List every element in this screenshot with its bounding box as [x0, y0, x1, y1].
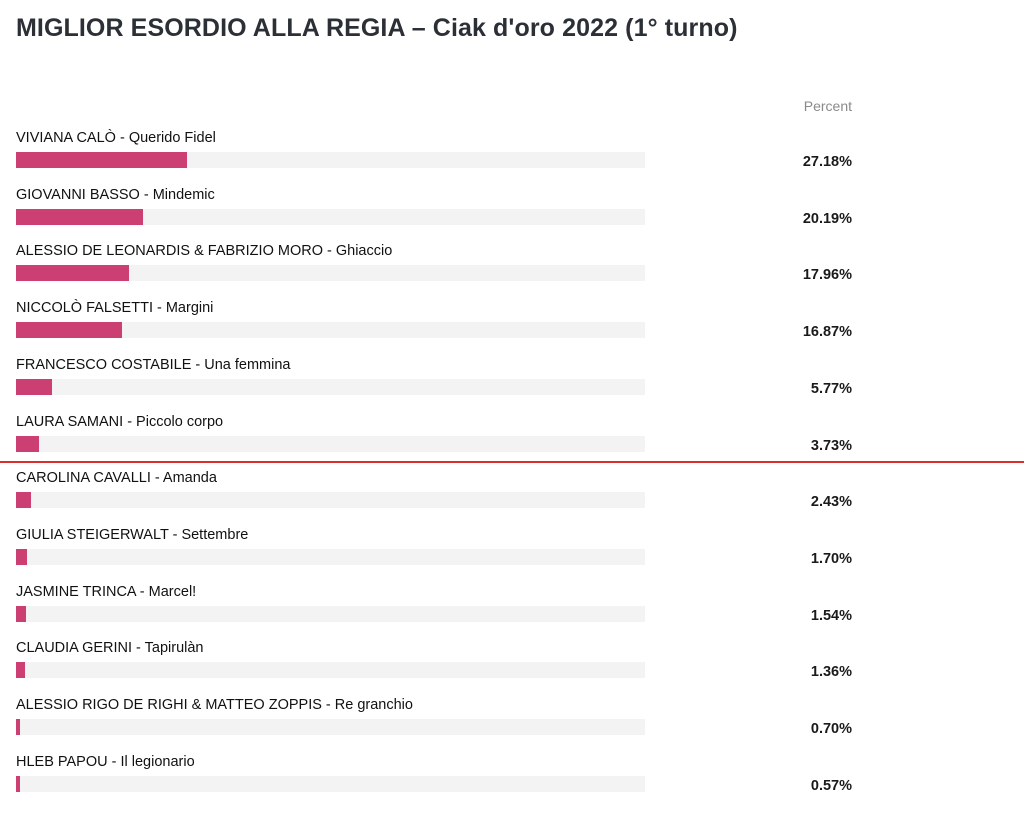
category-label: GIOVANNI BASSO - Mindemic [16, 186, 215, 203]
category-label: HLEB PAPOU - Il legionario [16, 753, 195, 770]
bar [16, 548, 27, 565]
chart-row: JASMINE TRINCA - Marcel! 1.54% [0, 584, 1024, 640]
category-label: ALESSIO RIGO DE RIGHI & MATTEO ZOPPIS - … [16, 697, 413, 713]
chart-row: CLAUDIA GERINI - Tapirulàn 1.36% [0, 640, 1024, 696]
category-label: LAURA SAMANI - Piccolo corpo [16, 413, 224, 430]
bar [16, 152, 187, 168]
bar-track [16, 492, 645, 509]
bar-track [16, 322, 645, 339]
chart-row: FRANCESCO COSTABILE - Una femmina 5.77% [0, 357, 1024, 413]
bar-track [16, 265, 645, 282]
bar [16, 662, 25, 679]
value-label: 16.87% [802, 324, 852, 341]
chart-row: GIOVANNI BASSO - Mindemic 20.19% [0, 187, 1024, 243]
chart-row: NICCOLÒ FALSETTI - Margini 16.87% [0, 300, 1024, 356]
bar-track [16, 719, 645, 735]
bar-track [16, 152, 645, 168]
value-label: 3.73% [810, 437, 852, 454]
chart-row: ALESSIO DE LEONARDIS & FABRIZIO MORO - G… [0, 243, 1024, 299]
bar-track [16, 605, 645, 622]
value-label: 17.96% [802, 267, 852, 284]
bar-track [16, 435, 645, 452]
category-label: VIVIANA CALÒ - Querido Fidel [16, 130, 216, 146]
cutoff-line [0, 461, 1024, 463]
value-label: 20.19% [802, 210, 852, 227]
category-label: ALESSIO DE LEONARDIS & FABRIZIO MORO - G… [16, 243, 393, 260]
chart-row: ALESSIO RIGO DE RIGHI & MATTEO ZOPPIS - … [0, 697, 1024, 753]
chart-row: CAROLINA CAVALLI - Amanda 2.43% [0, 470, 1024, 526]
bar [16, 492, 32, 509]
chart-row: VIVIANA CALÒ - Querido Fidel 27.18% [0, 130, 1024, 186]
category-label: CLAUDIA GERINI - Tapirulàn [16, 640, 204, 657]
value-label: 1.54% [810, 607, 852, 624]
bar-track [16, 775, 645, 792]
chart-row: GIULIA STEIGERWALT - Settembre 1.70% [0, 527, 1024, 583]
bar-track [16, 662, 645, 679]
chart-row: LAURA SAMANI - Piccolo corpo 3.73% [0, 414, 1024, 470]
value-label: 1.36% [810, 664, 852, 681]
value-label: 0.70% [810, 721, 852, 737]
category-label: CAROLINA CAVALLI - Amanda [16, 470, 217, 487]
value-label: 5.77% [810, 380, 852, 397]
bar [16, 435, 40, 452]
percent-column-header: Percent [803, 98, 852, 114]
bar [16, 605, 26, 622]
category-label: NICCOLÒ FALSETTI - Margini [16, 300, 214, 317]
bar-track [16, 378, 645, 395]
chart-row: HLEB PAPOU - Il legionario 0.57% [0, 754, 1024, 810]
category-label: FRANCESCO COSTABILE - Una femmina [16, 356, 291, 373]
bar [16, 719, 21, 735]
bar [16, 322, 123, 339]
bar [16, 378, 53, 395]
value-label: 0.57% [810, 777, 852, 794]
chart-title: MIGLIOR ESORDIO ALLA REGIA – Ciak d'oro … [16, 14, 738, 42]
category-label: JASMINE TRINCA - Marcel! [16, 583, 197, 600]
value-label: 27.18% [802, 154, 852, 170]
bar [16, 265, 129, 282]
category-label: GIULIA STEIGERWALT - Settembre [16, 526, 249, 543]
value-label: 1.70% [810, 550, 852, 567]
bar [16, 208, 143, 225]
bar [16, 775, 20, 792]
bar-track [16, 208, 645, 225]
value-label: 2.43% [810, 494, 852, 511]
bar-track [16, 548, 645, 565]
